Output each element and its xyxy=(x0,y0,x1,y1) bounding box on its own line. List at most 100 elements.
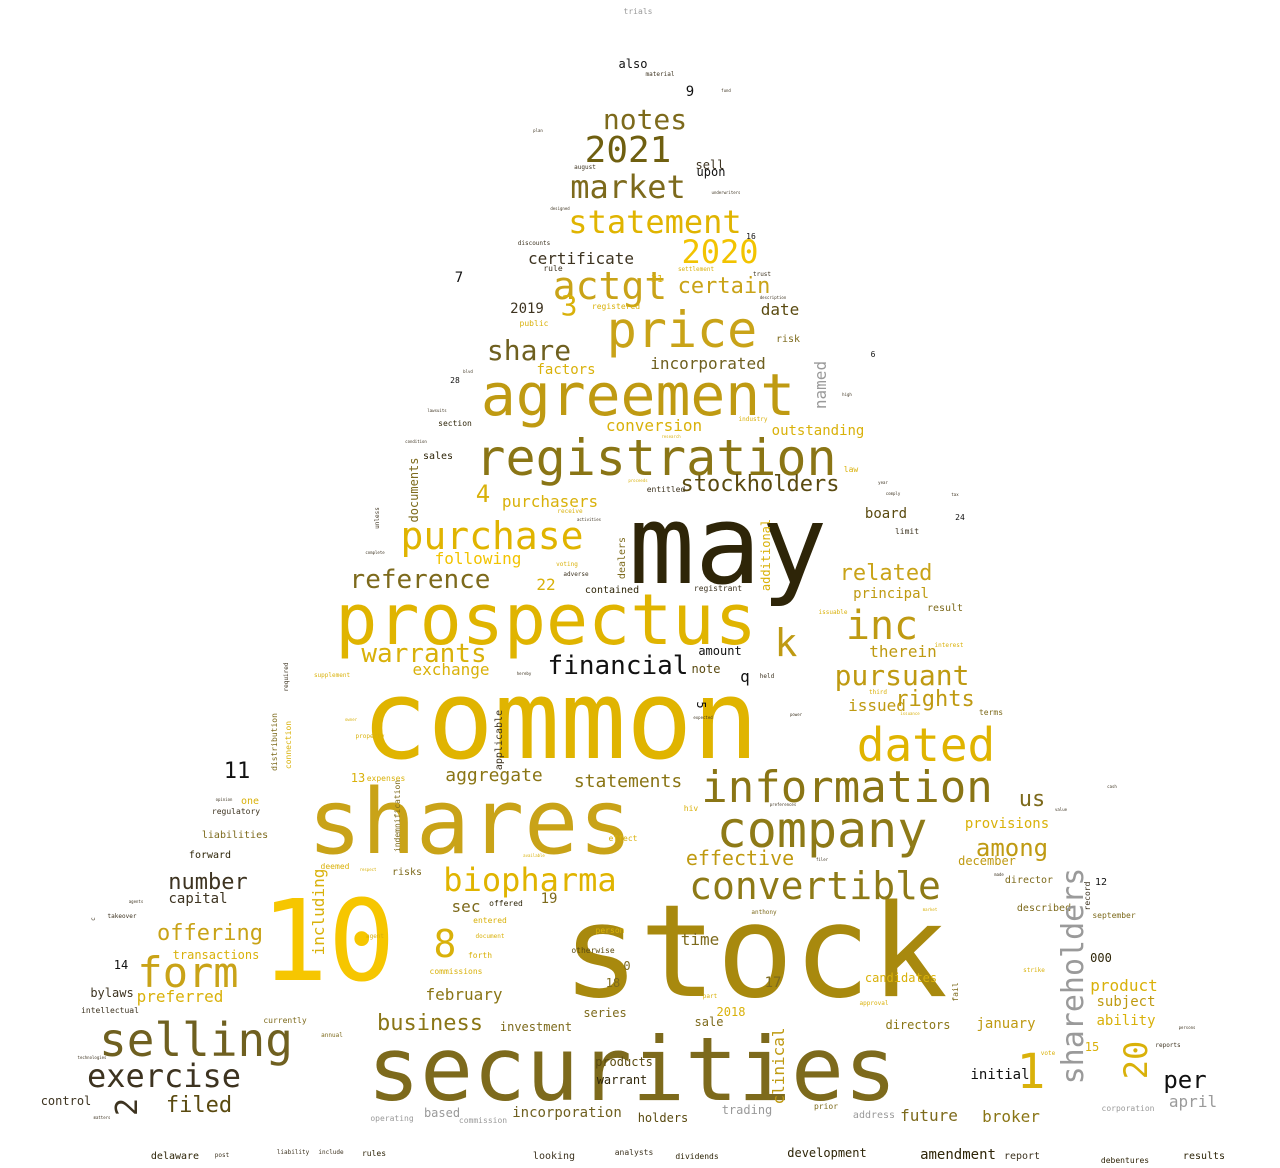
word-dealers: dealers xyxy=(617,536,628,580)
word-amount: amount xyxy=(698,644,742,658)
word-therein: therein xyxy=(869,642,937,661)
word-sales: sales xyxy=(422,451,454,462)
word-condition: condition xyxy=(405,439,427,444)
word-2019: 2019 xyxy=(510,301,544,317)
word-effective: effective xyxy=(685,846,795,870)
word-bylaws: bylaws xyxy=(90,986,134,1000)
word-candidates: candidates xyxy=(864,971,938,985)
word-adverse: adverse xyxy=(563,571,589,578)
word-contained: contained xyxy=(584,585,640,596)
word-filed: filed xyxy=(165,1093,233,1118)
word-analysts: analysts xyxy=(614,1148,654,1157)
word-offered: offered xyxy=(489,899,523,908)
word-approval: approval xyxy=(859,1000,889,1007)
word-22: 22 xyxy=(536,575,556,594)
word-forth: forth xyxy=(467,951,493,960)
word-preferred: preferred xyxy=(136,987,224,1006)
word-risk: risk xyxy=(775,334,801,345)
word-transactions: transactions xyxy=(172,948,260,962)
word-11: 11 xyxy=(223,759,251,784)
word-securities: securities xyxy=(367,1018,897,1121)
word-september: september xyxy=(1092,911,1136,920)
word-6: 6 xyxy=(870,350,876,359)
word-trials: trials xyxy=(623,7,653,16)
word-control: control xyxy=(40,1094,92,1108)
word-holders: holders xyxy=(637,1111,689,1125)
word-agreement: agreement xyxy=(480,361,796,429)
word-december: december xyxy=(958,854,1016,868)
word-looking: looking xyxy=(532,1151,576,1162)
word-2018: 2018 xyxy=(716,1005,746,1019)
word-cash: cash xyxy=(1107,784,1117,789)
word-trust: trust xyxy=(752,271,772,278)
word-post: post xyxy=(214,1152,230,1159)
word-unless: unless xyxy=(374,507,381,529)
word-hiv: hiv xyxy=(683,804,699,813)
word-voting: voting xyxy=(556,561,578,568)
word-owner: owner xyxy=(344,717,358,722)
word-28: 28 xyxy=(450,376,460,385)
word-january: january xyxy=(976,1016,1036,1032)
word-rights: rights xyxy=(895,687,975,712)
word-3: 3 xyxy=(560,289,578,322)
word-initial: initial xyxy=(970,1067,1030,1083)
word-technologies: technologies xyxy=(77,1055,107,1060)
word-number: number xyxy=(168,870,248,895)
word-16: 16 xyxy=(746,232,756,241)
word-7: 7 xyxy=(454,270,464,286)
word-documents: documents xyxy=(407,457,421,523)
word-market: market xyxy=(570,168,686,206)
word-additional: additional xyxy=(759,518,773,592)
word-available: available xyxy=(523,853,545,858)
word-named: named xyxy=(811,360,830,410)
word-us: us xyxy=(1018,787,1046,812)
word-aggregate: aggregate xyxy=(445,765,543,786)
word-receive: receive xyxy=(557,508,583,515)
word-sell: sell xyxy=(695,158,725,172)
word-commission: commission xyxy=(458,1116,508,1125)
word-purchase: purchase xyxy=(400,514,584,558)
word-terms: terms xyxy=(978,708,1004,717)
word-principal: principal xyxy=(853,586,929,602)
word-financial: financial xyxy=(547,651,689,681)
word-dividends: dividends xyxy=(675,1152,719,1161)
word-sale: sale xyxy=(694,1015,724,1029)
word-notes: notes xyxy=(602,103,688,136)
word-research: research xyxy=(661,434,681,439)
word-made: made xyxy=(994,872,1004,877)
word-filer: filer xyxy=(815,857,829,862)
word-plan: plan xyxy=(533,128,543,133)
word-exchange: exchange xyxy=(412,660,490,679)
word-31: 31 xyxy=(650,274,664,285)
word-19: 19 xyxy=(540,891,558,907)
word-prospectus: prospectus xyxy=(335,579,757,661)
word-selling: selling xyxy=(99,1013,293,1067)
word-certain: certain xyxy=(677,274,771,299)
word-matters: matters xyxy=(93,1115,111,1120)
word-incorporation: incorporation xyxy=(512,1105,622,1121)
word-board: board xyxy=(864,506,908,522)
word-market: market xyxy=(922,907,938,912)
word-takeover: takeover xyxy=(107,913,137,920)
word-information: information xyxy=(701,762,993,813)
word-shares: shares xyxy=(307,770,633,875)
word-delaware: delaware xyxy=(150,1151,200,1162)
word-14: 14 xyxy=(113,958,129,972)
word-13: 13 xyxy=(350,771,366,785)
word-fund: fund xyxy=(721,88,731,93)
word-section: section xyxy=(438,419,472,428)
word-april: april xyxy=(1168,1092,1218,1111)
word-sec: sec xyxy=(451,897,481,916)
word-stock: stock xyxy=(562,878,948,1027)
word-1: 1 xyxy=(1016,1044,1046,1100)
word-per: per xyxy=(1163,1066,1207,1094)
word-expenses: expenses xyxy=(366,774,406,783)
word-person: person xyxy=(595,926,625,935)
word-c: c xyxy=(90,917,97,921)
word-purchasers: purchasers xyxy=(501,492,599,511)
word-operating: operating xyxy=(370,1114,414,1123)
word-12: 12 xyxy=(1094,877,1108,888)
word-entered: entered xyxy=(473,916,507,925)
word-include: include xyxy=(318,1149,344,1156)
word-products: products xyxy=(595,1055,653,1069)
